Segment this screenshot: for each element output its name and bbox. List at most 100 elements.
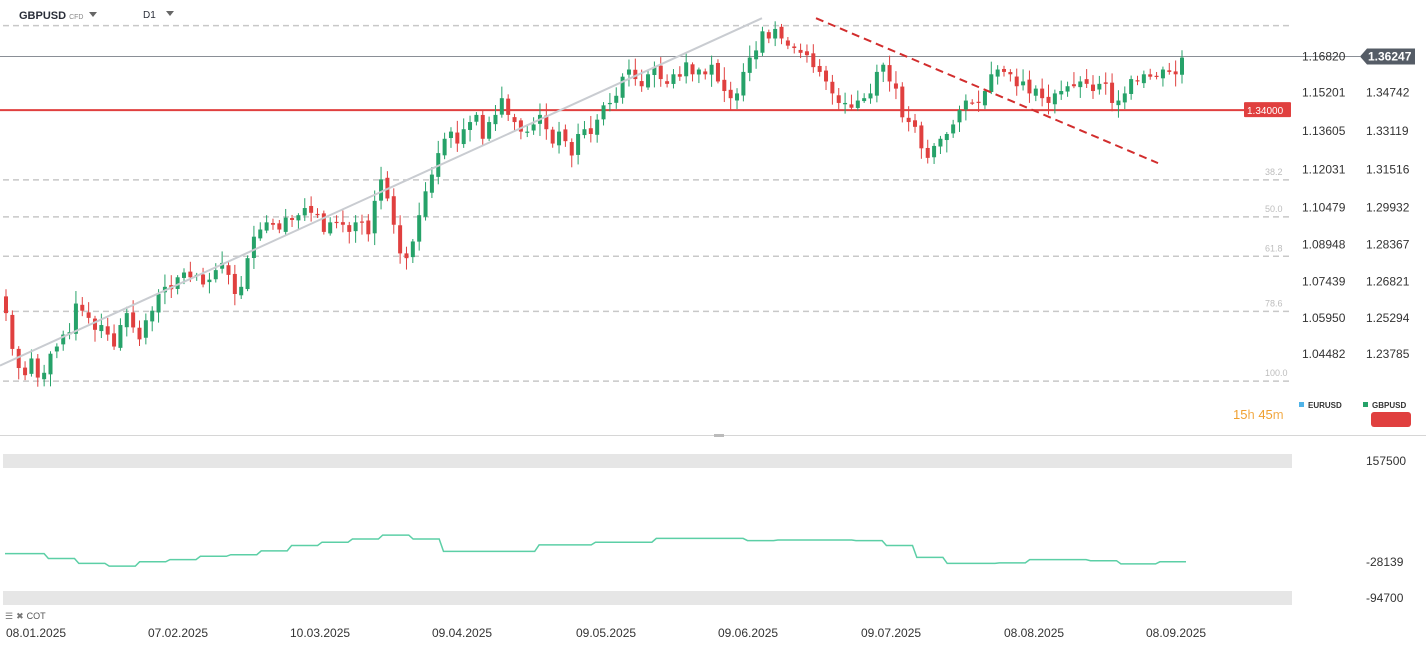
candle-body <box>881 64 886 72</box>
candle-body <box>105 326 110 335</box>
candle-body <box>887 65 892 82</box>
candle-body <box>1071 84 1076 87</box>
candle-body <box>1052 93 1057 105</box>
candle-body <box>448 131 453 139</box>
candle-body <box>92 318 97 330</box>
current-price-label: 1.36247 <box>1368 49 1412 63</box>
countdown-h: h <box>1247 407 1255 422</box>
candle-body <box>232 273 237 294</box>
candle-body <box>73 303 78 334</box>
candle-body <box>741 71 746 96</box>
right-axis-label: 1.28367 <box>1366 238 1410 252</box>
candle-body <box>728 89 733 99</box>
square-icon <box>1363 402 1368 407</box>
candle-body <box>569 142 574 156</box>
candle-body <box>309 205 314 213</box>
candle-countdown: 15h 45m <box>1233 407 1284 422</box>
x-axis-label: 09.04.2025 <box>432 626 492 640</box>
candle-body <box>646 74 651 88</box>
candle-body <box>1097 83 1102 90</box>
candle-body <box>1141 74 1146 84</box>
candle-body <box>1027 79 1032 94</box>
left-axis-label: 1.08948 <box>1302 238 1346 252</box>
cot-axis-label: -94700 <box>1366 591 1404 605</box>
candle-body <box>715 62 720 82</box>
candle-body <box>4 296 8 314</box>
candle-body <box>862 98 867 102</box>
candle-body <box>429 174 434 193</box>
candle-body <box>544 115 549 130</box>
indicator-label: ☰ ✖ COT <box>5 611 46 622</box>
candle-body <box>1091 84 1096 92</box>
candle-body <box>175 277 180 289</box>
left-axis-label: 1.05950 <box>1302 311 1346 325</box>
rising-trendline <box>0 17 763 367</box>
candle-body <box>302 208 307 216</box>
candle-body <box>932 145 937 158</box>
candle-body <box>970 102 975 104</box>
candle-body <box>213 270 218 280</box>
candle-body <box>86 312 91 318</box>
candle-body <box>474 114 479 122</box>
right-axis-label: 1.33119 <box>1366 124 1409 138</box>
candle-body <box>550 129 555 144</box>
candle-body <box>1033 88 1038 96</box>
candle-body <box>290 218 295 220</box>
candle-body <box>512 117 517 123</box>
x-axis-label: 08.08.2025 <box>1004 626 1064 640</box>
symbol-selector[interactable]: GBPUSD CFD <box>19 10 98 22</box>
cfd-badge: CFD <box>69 14 84 21</box>
candle-body <box>455 132 460 144</box>
candle-body <box>614 95 619 103</box>
candle-body <box>1046 96 1051 103</box>
legend-eurusd[interactable]: EURUSD <box>1299 401 1342 410</box>
candle-body <box>843 102 848 105</box>
candle-body <box>531 124 536 131</box>
candle-body <box>251 236 256 258</box>
candle-body <box>785 40 790 46</box>
candle-body <box>410 241 415 258</box>
fib-label: 50.0 <box>1265 204 1283 214</box>
candle-body <box>1014 76 1019 87</box>
candle-body <box>525 131 530 133</box>
candle-body <box>423 191 428 217</box>
candle-body <box>487 122 492 139</box>
candle-body <box>995 69 1000 77</box>
candle-body <box>607 102 612 105</box>
candle-body <box>703 71 708 75</box>
candle-body <box>1008 72 1013 75</box>
candle-body <box>493 114 498 125</box>
cot-series-line <box>5 534 1186 567</box>
candle-body <box>626 69 631 75</box>
candle-body <box>321 213 326 232</box>
x-axis-label: 09.07.2025 <box>861 626 921 640</box>
candle-body <box>913 120 918 127</box>
candle-body <box>124 313 129 328</box>
candle-body <box>747 57 752 73</box>
candle-body <box>677 74 682 77</box>
left-axis-label: 1.12031 <box>1302 162 1346 176</box>
candle-body <box>798 49 803 53</box>
pane-resize-handle <box>714 434 724 437</box>
candle-body <box>595 119 600 135</box>
candle-body <box>849 104 854 108</box>
interval-selector[interactable]: D1 <box>143 10 174 21</box>
candle-body <box>1180 57 1184 75</box>
candle-body <box>270 223 275 225</box>
candle-body <box>982 91 987 106</box>
menu-icon[interactable]: ☰ <box>5 611 14 621</box>
interval-label: D1 <box>143 10 156 21</box>
candle-body <box>468 122 473 130</box>
close-icon[interactable]: ✖ <box>16 611 24 621</box>
legend-gbpusd[interactable]: GBPUSD <box>1363 401 1406 410</box>
candle-body <box>563 129 568 142</box>
candle-body <box>696 69 701 75</box>
right-axis-label: 1.34742 <box>1366 85 1410 99</box>
candle-body <box>1116 100 1121 106</box>
candle-body <box>639 81 644 87</box>
candle-body <box>283 217 288 232</box>
x-axis-label: 10.03.2025 <box>290 626 350 640</box>
candle-body <box>258 229 263 239</box>
sell-tag[interactable] <box>1371 412 1411 427</box>
